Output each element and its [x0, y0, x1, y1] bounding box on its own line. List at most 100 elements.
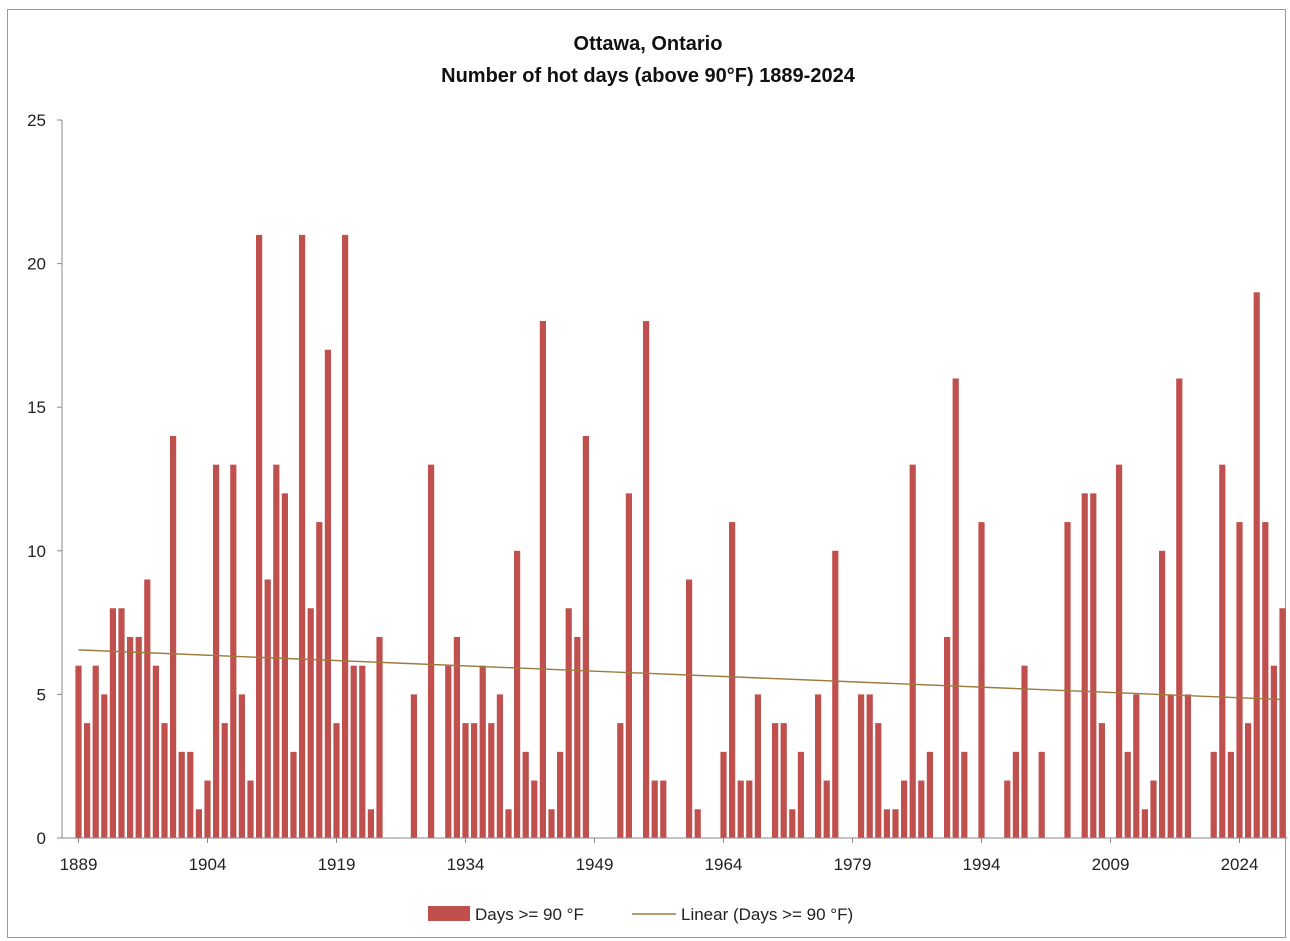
bar-2001	[1038, 751, 1045, 838]
trend-line-group	[78, 649, 1283, 701]
legend-swatch-bars	[428, 906, 470, 921]
bar-1935	[471, 723, 478, 838]
bar-2010	[1116, 464, 1123, 838]
bar-1894	[118, 608, 125, 838]
bar-1968	[754, 694, 761, 838]
bar-1941	[522, 751, 529, 838]
bar-1939	[505, 809, 512, 838]
axes: 0 5 10 15 20 25 1889 1904 1919 1934 1949 1964 1979 19…	[27, 111, 1288, 874]
bar-1972	[789, 809, 796, 838]
bar-1986	[909, 464, 916, 838]
bar-1940	[514, 550, 521, 838]
x-tick-label-1889: 1889	[60, 855, 98, 874]
bar-2018	[1184, 694, 1191, 838]
bar-1907	[230, 464, 237, 838]
bar-1906	[221, 723, 228, 838]
bar-1911	[264, 579, 271, 838]
bar-1981	[866, 694, 873, 838]
bar-1895	[127, 636, 134, 838]
bar-1984	[892, 809, 899, 838]
y-tick-label-25: 25	[27, 111, 46, 130]
bar-1915	[299, 234, 306, 838]
bar-1928	[410, 694, 417, 838]
x-tick-label-2009: 2009	[1092, 855, 1130, 874]
y-tick-label-0: 0	[37, 829, 46, 848]
bar-1936	[479, 665, 486, 838]
bar-2007	[1090, 493, 1097, 838]
bar-2012	[1133, 694, 1140, 838]
bar-2016	[1167, 694, 1174, 838]
bar-1971	[780, 723, 787, 838]
bar-1905	[213, 464, 220, 838]
x-tick-label-1994: 1994	[963, 855, 1001, 874]
bar-1977	[832, 550, 839, 838]
bar-2011	[1124, 751, 1131, 838]
bar-1924	[376, 636, 383, 838]
bar-1983	[883, 809, 890, 838]
bar-1965	[729, 522, 736, 838]
bar-1917	[316, 522, 323, 838]
bar-2029	[1279, 608, 1286, 838]
bar-1988	[926, 751, 933, 838]
bar-1900	[170, 435, 177, 838]
bar-2017	[1176, 378, 1183, 838]
bar-1990	[944, 636, 951, 838]
bar-1889	[75, 665, 82, 838]
x-tick-label-1934: 1934	[447, 855, 485, 874]
bar-2028	[1270, 665, 1277, 838]
bar-1975	[815, 694, 822, 838]
bar-1961	[694, 809, 701, 838]
chart-subtitle: Number of hot days (above 90°F) 1889-202…	[441, 65, 856, 87]
bar-1976	[823, 780, 830, 838]
bar-1999	[1021, 665, 1028, 838]
bar-1967	[746, 780, 753, 838]
bar-1923	[367, 809, 374, 838]
x-tick-label-1919: 1919	[318, 855, 356, 874]
bar-1903	[195, 809, 202, 838]
bar-2004	[1064, 522, 1071, 838]
bar-1899	[161, 723, 168, 838]
bar-1970	[772, 723, 779, 838]
bar-1898	[152, 665, 159, 838]
bar-1930	[428, 464, 435, 838]
bar-2026	[1253, 292, 1260, 838]
bar-1904	[204, 780, 211, 838]
bar-1916	[307, 608, 314, 838]
bar-2022	[1219, 464, 1226, 838]
bar-1896	[135, 636, 142, 838]
bar-1952	[617, 723, 624, 838]
legend-label-trend: Linear (Days >= 90 °F)	[681, 905, 853, 924]
bar-1910	[256, 234, 263, 838]
bar-1964	[720, 751, 727, 838]
bar-1947	[574, 636, 581, 838]
x-tick-label-1979: 1979	[834, 855, 872, 874]
bar-1982	[875, 723, 882, 838]
bar-1892	[101, 694, 108, 838]
bar-1914	[290, 751, 297, 838]
bar-1913	[281, 493, 288, 838]
y-tick-label-5: 5	[37, 685, 46, 704]
bar-1956	[651, 780, 658, 838]
bar-1902	[187, 751, 194, 838]
bar-2027	[1262, 522, 1269, 838]
bar-1918	[324, 349, 331, 838]
bar-1919	[333, 723, 340, 838]
y-tick-label-15: 15	[27, 398, 46, 417]
bar-1891	[92, 665, 99, 838]
bar-1944	[548, 809, 555, 838]
chart-title: Ottawa, Ontario	[574, 33, 723, 55]
legend: Days >= 90 °F Linear (Days >= 90 °F)	[428, 905, 853, 924]
bar-1953	[625, 493, 632, 838]
bar-2008	[1098, 723, 1105, 838]
bar-1998	[1012, 751, 1019, 838]
bar-1890	[84, 723, 91, 838]
bar-2023	[1227, 751, 1234, 838]
legend-label-bars: Days >= 90 °F	[475, 905, 584, 924]
x-tick-label-1964: 1964	[705, 855, 743, 874]
bar-2021	[1210, 751, 1217, 838]
bar-1893	[109, 608, 116, 838]
bar-1945	[557, 751, 564, 838]
bar-1973	[797, 751, 804, 838]
bar-1966	[737, 780, 744, 838]
